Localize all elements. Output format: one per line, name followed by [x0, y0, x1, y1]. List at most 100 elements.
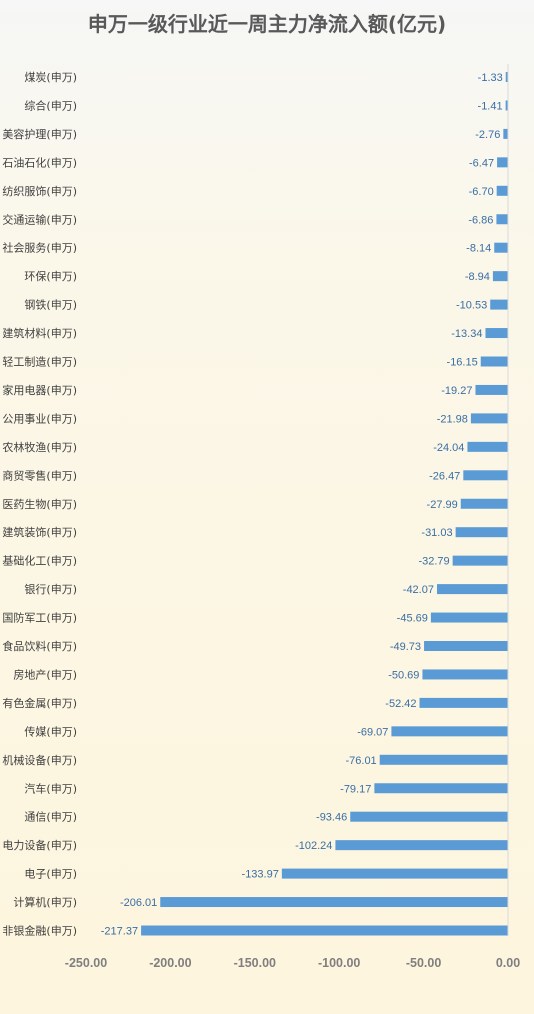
category-label: 轻工制造(申万) [2, 355, 77, 369]
bar [475, 384, 508, 395]
category-label: 房地产(申万) [13, 667, 77, 681]
category-label: 钢铁(申万) [24, 299, 77, 312]
bar [497, 157, 508, 168]
bar [492, 271, 508, 282]
bar [496, 185, 508, 196]
data-label: -217.37 [101, 926, 138, 938]
data-label: -76.01 [345, 755, 376, 767]
bar [460, 498, 508, 509]
x-tick-label: -150.00 [234, 956, 276, 970]
data-label: -8.14 [466, 243, 491, 255]
category-label: 汽车(申万) [24, 781, 77, 795]
data-label: -6.86 [468, 214, 493, 226]
chart-title: 申万一级行业近一周主力净流入额(亿元) [87, 12, 447, 36]
bar [505, 72, 508, 82]
data-label: -133.97 [242, 869, 279, 881]
category-label: 传媒(申万) [24, 725, 77, 738]
bar [485, 328, 508, 339]
data-label: -8.94 [465, 271, 490, 283]
bar [463, 470, 508, 481]
category-label: 家用电器(申万) [2, 383, 77, 397]
bar [391, 726, 508, 737]
category-label: 机械设备(申万) [2, 753, 77, 767]
bar [480, 356, 508, 367]
bar [160, 897, 508, 908]
data-label: -32.79 [418, 556, 449, 568]
category-label: 有色金属(申万) [2, 696, 77, 710]
bar [419, 697, 508, 708]
bar [490, 299, 508, 310]
bar [281, 868, 508, 879]
category-label: 基础化工(申万) [2, 554, 77, 568]
category-label: 建筑装饰(申万) [2, 525, 77, 539]
x-tick-label: -250.00 [65, 956, 107, 970]
data-label: -102.24 [295, 840, 332, 852]
category-label: 计算机(申万) [13, 895, 77, 909]
data-label: -1.41 [478, 100, 503, 112]
bar [141, 925, 508, 936]
bar [335, 840, 508, 851]
category-label: 电力设备(申万) [2, 838, 77, 852]
category-label: 美容护理(申万) [2, 127, 77, 141]
x-tick-label: -50.00 [406, 956, 441, 970]
data-label: -31.03 [421, 527, 452, 539]
data-label: -19.27 [441, 385, 472, 397]
data-label: -16.15 [447, 357, 478, 369]
data-label: -45.69 [397, 613, 428, 625]
category-label: 环保(申万) [24, 269, 77, 283]
bar [422, 669, 508, 680]
data-label: -24.04 [433, 442, 464, 454]
category-label: 医药生物(申万) [2, 497, 77, 511]
data-label: -1.33 [478, 72, 503, 84]
category-label: 综合(申万) [24, 98, 77, 112]
bar [494, 242, 508, 253]
data-label: -93.46 [316, 812, 347, 824]
category-label: 交通运输(申万) [2, 212, 77, 226]
data-label: -52.42 [385, 698, 416, 710]
data-label: -79.17 [340, 783, 371, 795]
bar [436, 584, 508, 595]
category-label: 国防军工(申万) [2, 611, 77, 625]
data-label: -69.07 [357, 726, 388, 738]
bar [455, 527, 508, 538]
category-label: 石油石化(申万) [2, 155, 77, 169]
data-label: -49.73 [390, 641, 421, 653]
bar [374, 783, 508, 794]
category-label: 农林牧渔(申万) [2, 440, 77, 454]
x-tick-label: 0.00 [496, 956, 520, 970]
bar [503, 128, 508, 139]
category-label: 电子(申万) [24, 868, 77, 881]
data-label: -2.76 [475, 129, 500, 141]
category-label: 银行(申万) [24, 582, 77, 596]
bar [424, 641, 508, 651]
data-label: -26.47 [429, 470, 460, 482]
category-label: 纺织服饰(申万) [2, 184, 77, 198]
category-label: 建筑材料(申万) [2, 326, 77, 340]
data-label: -21.98 [437, 413, 468, 425]
category-label: 社会服务(申万) [2, 241, 77, 255]
bar [379, 754, 508, 765]
x-tick-label: -100.00 [318, 956, 360, 970]
category-label: 煤炭(申万) [24, 71, 77, 84]
data-label: -13.34 [451, 328, 482, 340]
bar [496, 214, 508, 225]
data-label: -42.07 [403, 584, 434, 596]
data-label: -10.53 [456, 300, 487, 312]
bar [350, 811, 508, 822]
bar [452, 555, 508, 566]
category-label: 通信(申万) [24, 811, 77, 824]
category-label: 商贸零售(申万) [2, 468, 77, 482]
bar [505, 100, 508, 111]
data-label: -27.99 [427, 499, 458, 511]
x-tick-label: -200.00 [149, 956, 191, 970]
bar [470, 413, 508, 424]
data-label: -50.69 [388, 669, 419, 681]
data-label: -6.70 [469, 186, 494, 198]
category-label: 非银金融(申万) [2, 924, 77, 938]
category-label: 公用事业(申万) [2, 412, 77, 425]
bar [467, 441, 508, 452]
category-label: 食品饮料(申万) [2, 639, 77, 653]
data-label: -6.47 [469, 157, 494, 169]
data-label: -206.01 [120, 897, 157, 909]
